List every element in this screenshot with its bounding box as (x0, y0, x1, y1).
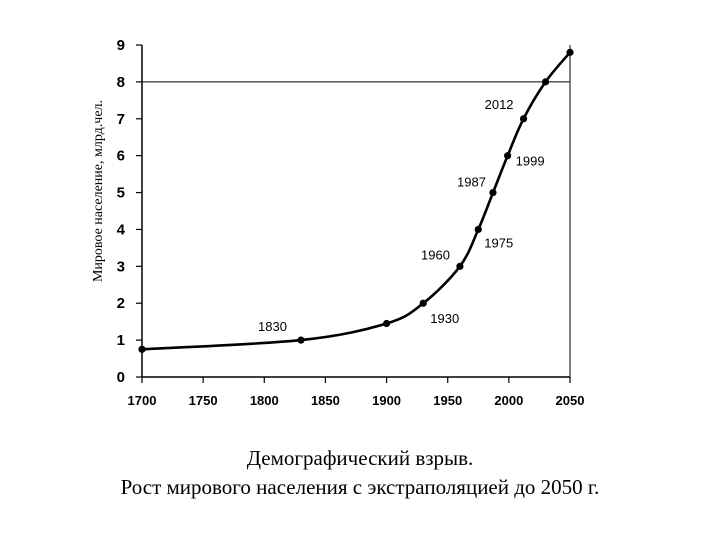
year-annotation: 1987 (457, 175, 486, 190)
data-point (474, 225, 482, 234)
data-point (519, 115, 528, 123)
data-point (138, 345, 146, 353)
x-tick-label: 1750 (189, 393, 218, 408)
y-tick-label: 3 (117, 258, 125, 275)
caption-subtitle: Рост мирового населения с экстраполяцией… (120, 475, 600, 499)
data-point (297, 336, 305, 344)
y-tick-label: 2 (117, 295, 125, 312)
y-tick-label: 5 (117, 185, 125, 202)
y-tick-label: 7 (117, 111, 125, 128)
caption-title: Демографический взрыв. (246, 446, 474, 470)
data-point (419, 299, 427, 307)
y-tick-label: 9 (117, 37, 125, 54)
year-annotation: 1830 (258, 319, 287, 334)
x-tick-label: 1700 (128, 393, 157, 408)
y-axis-label: Мировое население, млрд.чел. (91, 100, 106, 282)
data-point (382, 319, 391, 328)
x-tick-label: 1950 (433, 393, 462, 408)
x-tick-label: 2050 (556, 393, 585, 408)
x-tick-label: 1800 (250, 393, 279, 408)
year-annotation: 2012 (485, 97, 514, 112)
y-tick-label: 4 (117, 221, 126, 238)
data-point (489, 188, 497, 197)
data-point (504, 152, 512, 160)
year-annotation: 1960 (421, 247, 450, 262)
series-line (141, 51, 571, 351)
y-tick-label: 1 (117, 332, 125, 349)
y-tick-label: 8 (117, 74, 125, 91)
data-point (541, 78, 550, 86)
year-annotation: 1975 (484, 235, 513, 250)
year-annotation: 1930 (430, 311, 459, 326)
population-chart: 0 1 2 3 4 5 6 7 8 9 1700 1750 1800 1850 1900 1950 2000 20… (91, 37, 585, 408)
year-annotation: 1999 (516, 154, 545, 169)
y-tick-label: 0 (117, 369, 125, 386)
data-point (456, 262, 464, 270)
data-point (566, 48, 574, 56)
x-tick-label: 1900 (372, 393, 401, 408)
x-tick-label: 2000 (494, 393, 523, 408)
y-tick-label: 6 (117, 148, 125, 165)
x-tick-label: 1850 (311, 393, 340, 408)
